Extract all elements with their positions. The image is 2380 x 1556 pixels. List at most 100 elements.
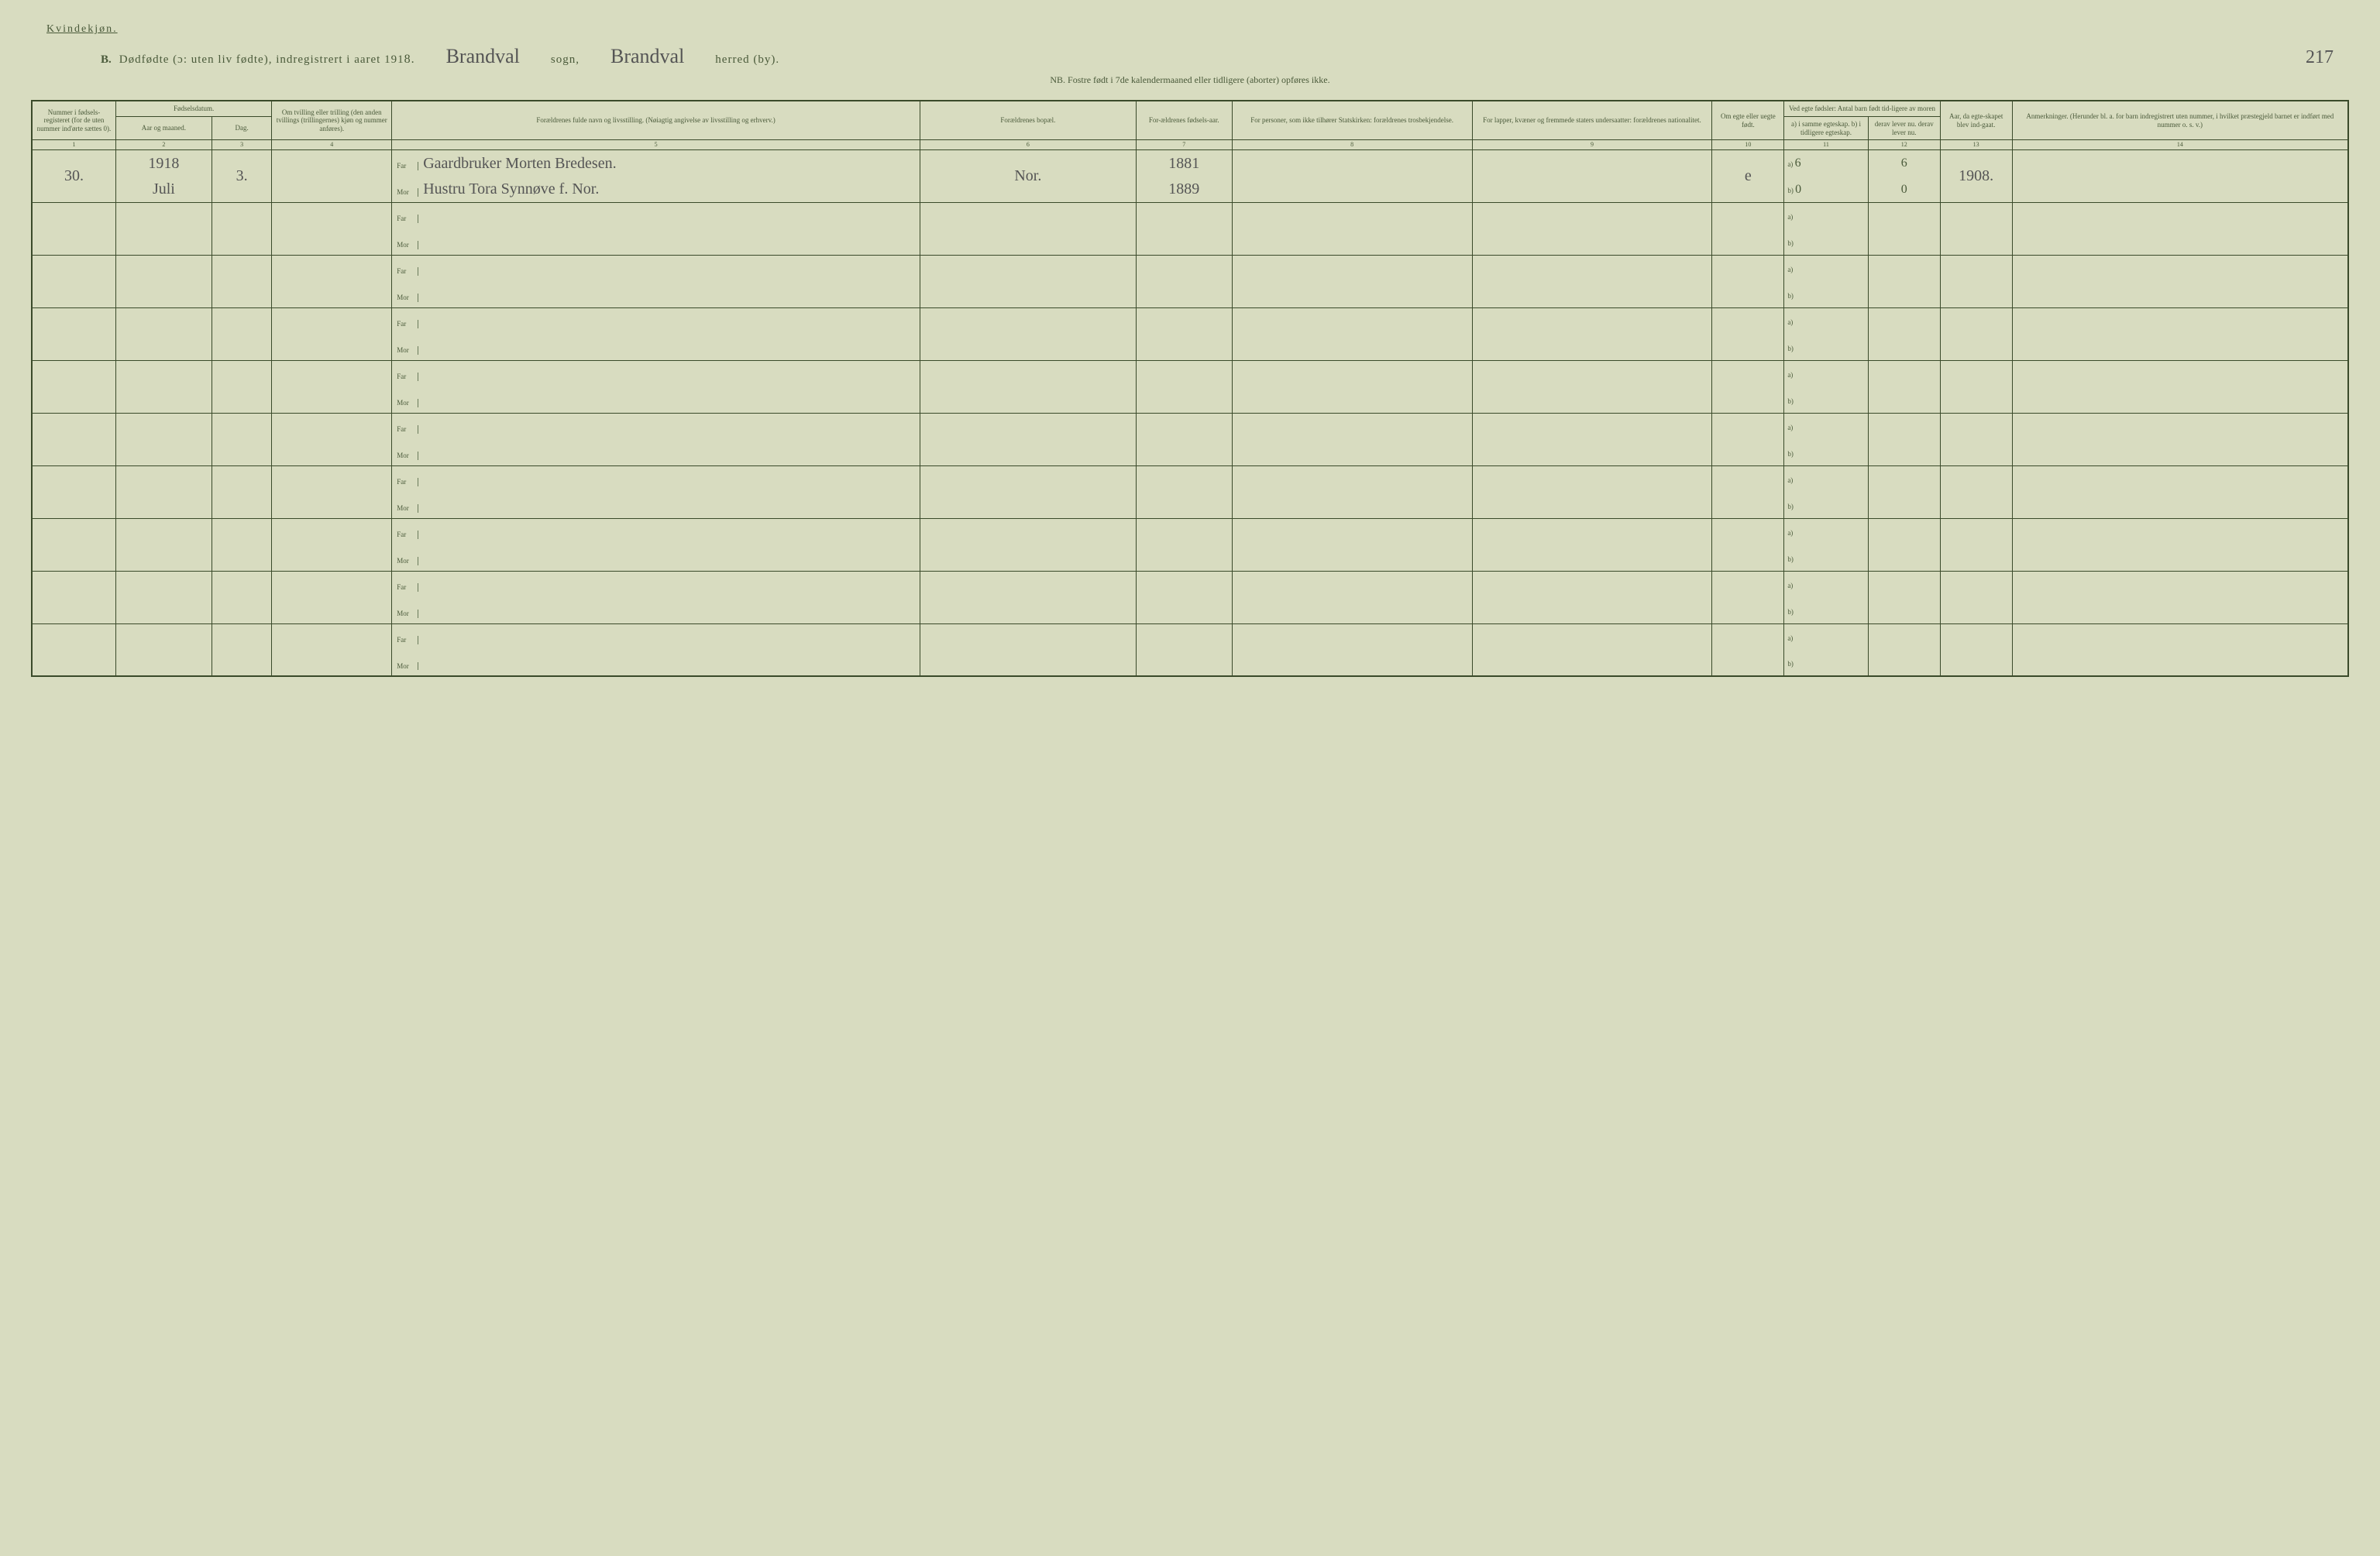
cell-mor-year <box>1136 281 1232 307</box>
col-header-5: Forældrenes fulde navn og livsstilling. … <box>392 101 920 140</box>
cell-a-same: a) <box>1784 623 1868 650</box>
cell-egte <box>1712 202 1784 255</box>
table-head: Nummer i fødsels-registeret (for de uten… <box>32 101 2348 149</box>
cell-year <box>115 623 212 650</box>
cell-far-year <box>1136 202 1232 228</box>
cell-remarks <box>2012 360 2348 413</box>
cell-b-lever <box>1868 544 1940 571</box>
cell-month <box>115 228 212 255</box>
cell-tros <box>1232 149 1472 202</box>
col-num: 6 <box>920 140 1136 150</box>
cell-nat <box>1472 623 1712 676</box>
cell-twin <box>272 307 392 360</box>
cell-far: Far <box>392 465 920 492</box>
register-page: Kvindekjøn. B. Dødfødte (ɔ: uten liv fød… <box>31 23 2349 677</box>
cell-far-year <box>1136 465 1232 492</box>
col-header-13: Aar, da egte-skapet blev ind-gaat. <box>1940 101 2012 140</box>
far-label: Far <box>397 478 418 486</box>
cell-nat <box>1472 307 1712 360</box>
cell-a-lever <box>1868 518 1940 544</box>
col-number-row: 1 2 3 4 5 6 7 8 9 10 11 12 13 14 <box>32 140 2348 150</box>
far-label: Far <box>397 425 418 434</box>
cell-nat <box>1472 255 1712 307</box>
col-header-10: Om egte eller uegte født. <box>1712 101 1784 140</box>
cell-bopael <box>920 518 1136 571</box>
cell-day <box>212 571 271 623</box>
cell-num <box>32 518 115 571</box>
cell-twin <box>272 360 392 413</box>
cell-b-lever <box>1868 597 1940 623</box>
mor-label: Mor <box>397 504 418 513</box>
cell-egteskab-aar <box>1940 571 2012 623</box>
cell-a-same: a) <box>1784 360 1868 386</box>
cell-far-year: 1881 <box>1136 149 1232 176</box>
cell-egteskab-aar <box>1940 413 2012 465</box>
col-num: 10 <box>1712 140 1784 150</box>
cell-num <box>32 413 115 465</box>
cell-b-lever: 0 <box>1868 176 1940 202</box>
cell-day <box>212 465 271 518</box>
cell-num <box>32 307 115 360</box>
cell-egte <box>1712 623 1784 676</box>
far-label: Far <box>397 267 418 276</box>
table-row: 30.19183.FarGaardbruker Morten Bredesen.… <box>32 149 2348 176</box>
cell-tros <box>1232 360 1472 413</box>
table-row: Fara) <box>32 255 2348 281</box>
page-number: 217 <box>2306 47 2349 68</box>
cell-nat <box>1472 518 1712 571</box>
cell-twin <box>272 202 392 255</box>
mor-label: Mor <box>397 241 418 249</box>
cell-b-lever <box>1868 386 1940 413</box>
col-header-12: derav lever nu. derav lever nu. <box>1868 116 1940 140</box>
cell-tros <box>1232 465 1472 518</box>
cell-mor: Mor <box>392 334 920 360</box>
cell-bopael <box>920 571 1136 623</box>
cell-b-lever <box>1868 439 1940 465</box>
table-row: Fara) <box>32 571 2348 597</box>
col-num: 8 <box>1232 140 1472 150</box>
cell-mor: MorHustru Tora Synnøve f. Nor. <box>392 176 920 202</box>
col-num: 2 <box>115 140 212 150</box>
cell-mor-year <box>1136 386 1232 413</box>
cell-num <box>32 465 115 518</box>
cell-remarks <box>2012 518 2348 571</box>
far-label: Far <box>397 531 418 539</box>
mor-label: Mor <box>397 399 418 407</box>
cell-b-same: b) <box>1784 386 1868 413</box>
cell-far: Far <box>392 413 920 439</box>
col-header-14: Anmerkninger. (Herunder bl. a. for barn … <box>2012 101 2348 140</box>
cell-num: 30. <box>32 149 115 202</box>
cell-far: Far <box>392 307 920 334</box>
col-num: 5 <box>392 140 920 150</box>
cell-year <box>115 571 212 597</box>
cell-mor: Mor <box>392 281 920 307</box>
cell-egteskab-aar <box>1940 307 2012 360</box>
cell-far: Far <box>392 202 920 228</box>
cell-a-same: a) <box>1784 518 1868 544</box>
cell-bopael <box>920 360 1136 413</box>
cell-remarks <box>2012 465 2348 518</box>
col-header-4: Om tvilling eller trilling (den anden tv… <box>272 101 392 140</box>
cell-remarks <box>2012 255 2348 307</box>
cell-bopael <box>920 465 1136 518</box>
nb-note: NB. Fostre født i 7de kalendermaaned ell… <box>31 74 2349 86</box>
cell-far-year <box>1136 413 1232 439</box>
cell-egteskab-aar <box>1940 202 2012 255</box>
sogn-value: Brandval <box>423 45 543 68</box>
cell-nat <box>1472 149 1712 202</box>
cell-mor: Mor <box>392 650 920 676</box>
cell-far-year <box>1136 307 1232 334</box>
cell-b-same: b) <box>1784 334 1868 360</box>
cell-egteskab-aar <box>1940 255 2012 307</box>
cell-mor: Mor <box>392 386 920 413</box>
cell-nat <box>1472 202 1712 255</box>
cell-tros <box>1232 623 1472 676</box>
cell-bopael <box>920 307 1136 360</box>
cell-twin <box>272 623 392 676</box>
cell-a-lever <box>1868 465 1940 492</box>
cell-egte <box>1712 465 1784 518</box>
table-row: Fara) <box>32 413 2348 439</box>
col-num: 4 <box>272 140 392 150</box>
title-row: B. Dødfødte (ɔ: uten liv fødte), indregi… <box>31 45 2349 68</box>
cell-mor-year <box>1136 334 1232 360</box>
